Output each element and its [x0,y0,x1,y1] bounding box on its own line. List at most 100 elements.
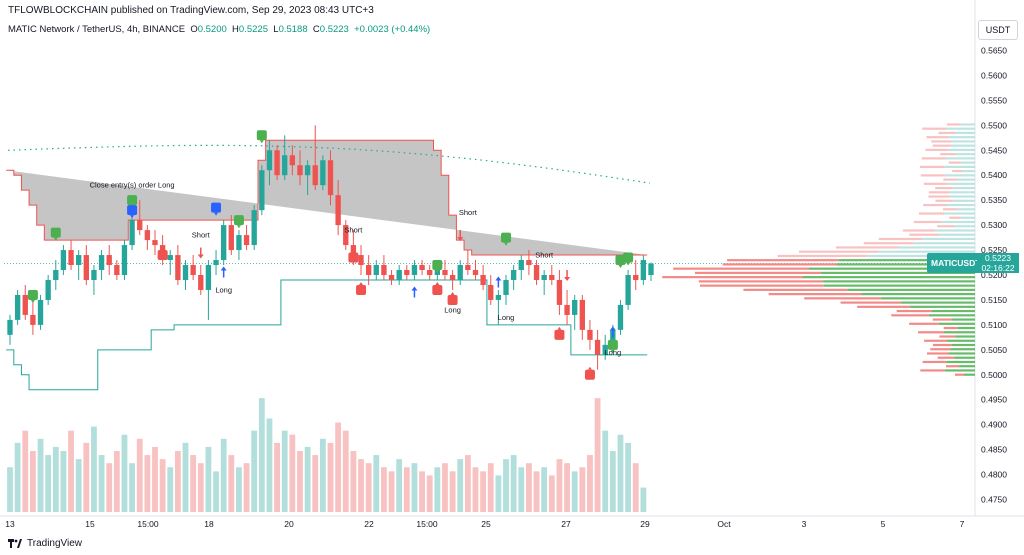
candle-body [304,165,311,176]
volume-bar [60,451,67,512]
candle-body [533,265,540,280]
volume-profile-bar-buy [913,242,975,245]
volume-profile-bar-buy [954,225,975,228]
signal-annotation-label: Long [498,313,515,322]
volume-profile-bar-sell [902,229,936,232]
buy-signal-marker [127,205,138,219]
volume-profile-bar-sell [920,369,945,372]
volume-bar [571,471,578,512]
volume-bar [297,451,303,512]
volume-profile-bar-sell [923,203,947,207]
price-tick-label: 0.4950 [981,395,1007,405]
volume-profile-bar-buy [944,165,975,168]
volume-bar [251,430,258,512]
sell-signal-marker [348,249,359,263]
symbol-price-tag: MATICUSDT [927,253,980,273]
volume-profile-bar-buy [838,259,975,262]
sell-signal-marker [447,291,458,305]
signal-badge [50,227,61,238]
brand-text: TradingView [27,538,83,549]
candle-body [60,250,67,271]
volume-profile-bar-buy [951,144,975,147]
signal-badge [554,329,565,340]
current-price-value: 0.5223 [985,253,1011,263]
candle-body [205,265,212,290]
volume-bar [182,442,189,512]
sell-signal-marker [157,247,168,261]
volume-bar [159,459,166,512]
candle-body [465,265,471,271]
volume-bar [510,455,517,512]
volume-profile-bar-sell [857,305,911,308]
signal-badge [432,260,443,271]
buy-signal-marker [233,215,244,229]
volume-profile-bar-sell [922,360,947,364]
signal-badge [27,289,38,300]
volume-bar [335,422,342,512]
signal-pointer [236,225,241,229]
volume-profile-bar-sell [909,322,939,325]
volume-profile-bar-sell [804,297,882,300]
volume-bar [434,467,441,512]
volume-profile-bar-sell [932,318,952,321]
sell-signal-marker [432,281,443,295]
arrow-head-icon [220,266,227,271]
candle-body [106,255,112,266]
volume-bar [274,442,280,512]
volume-bar [487,463,494,512]
volume-profile-bar-sell [937,356,955,359]
volume-profile-bar-buy [938,233,975,236]
buy-signal-marker [256,130,267,144]
candle-body [53,270,59,280]
volume-profile-bar-buy [941,220,975,224]
volume-profile-bar-buy [946,182,975,185]
tradingview-brand[interactable]: TradingView [8,538,82,549]
signal-pointer [53,237,58,241]
currency-button[interactable]: USDT [978,20,1018,40]
volume-profile-bar-sell [930,348,951,351]
signal-annotation-label: Long [605,348,622,357]
candle-body [228,225,234,251]
volume-profile-bar-buy [823,280,975,283]
candle-body [381,265,387,275]
current-price-label: 0.5223 02:16:22 [977,253,1019,273]
symbol-line: MATIC Network / TetherUS, 4h, BINANCE O0… [8,24,430,35]
time-tick-label: 3 [802,519,807,529]
candle-body [358,255,364,266]
volume-profile-bar-sell [932,144,952,147]
buy-signal-marker [607,339,618,353]
candle-body [396,270,402,280]
volume-bar [587,455,593,512]
volume-bar [136,438,143,512]
candle-body [220,225,227,261]
candle-body [335,195,341,226]
candle-body [587,329,593,340]
volume-bar [327,442,334,512]
volume-bar [533,471,540,512]
volume-bar [52,446,59,512]
volume-bar [37,438,44,512]
signal-annotation-label: Short [459,208,478,217]
candle-body [137,220,143,231]
candle-body [22,294,28,315]
time-tick-label: 15 [85,519,95,529]
signal-annotation-label: Long [215,285,232,294]
volume-bar [167,467,174,512]
volume-bar [503,459,509,512]
candle-body [541,275,547,280]
volume-bar [426,475,433,512]
time-tick-label: 18 [204,519,214,529]
volume-profile-bar-sell [727,259,839,262]
signal-pointer [557,326,562,330]
volume-profile-bar-sell [948,161,961,164]
high-label: H [232,24,239,35]
candle-body [564,304,570,315]
volume-profile-bar-buy [946,360,975,364]
volume-profile-bar-sell [946,123,960,126]
candle-body [114,265,120,275]
volume-bar [312,455,319,512]
volume-profile-bar-buy [954,356,975,359]
candle-body [30,314,36,325]
channel-band [6,140,648,256]
